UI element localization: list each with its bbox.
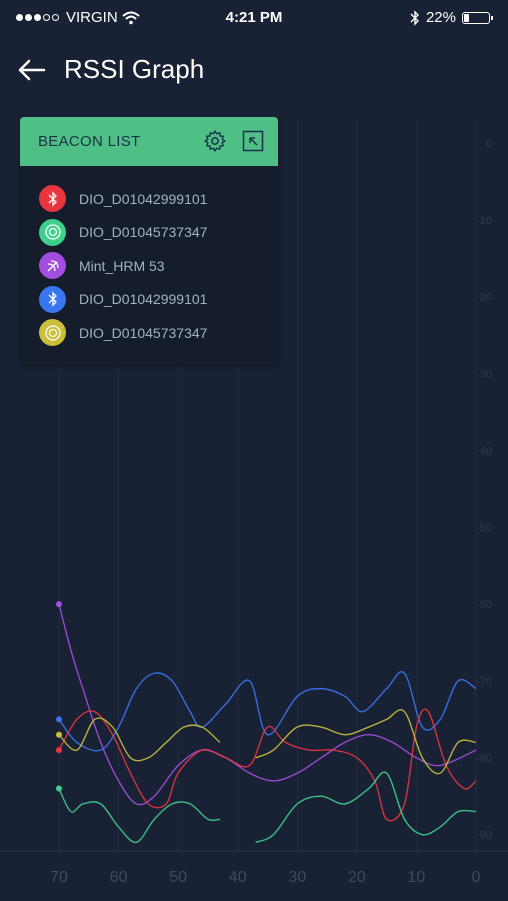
series-line — [58, 788, 220, 844]
beacon-name: DIO_D01045737347 — [79, 324, 208, 341]
beacon-name: DIO_D01042999101 — [79, 190, 208, 207]
gear-icon[interactable] — [203, 129, 227, 153]
beacon-list-title: BEACON LIST — [38, 133, 141, 150]
y-tick-label: -80 — [476, 753, 492, 765]
y-tick-label: -10 — [476, 215, 492, 227]
beacon-name: Mint_HRM 53 — [79, 257, 165, 274]
beacon-list-item[interactable]: DIO_D01042999101 — [20, 283, 278, 317]
beacon-list: DIO_D01042999101 DIO_D01045737347 Mint_H… — [20, 166, 278, 350]
series-line — [58, 708, 477, 822]
battery-percent: 22% — [425, 9, 456, 26]
battery-icon — [462, 11, 493, 24]
bluetooth-icon — [39, 185, 66, 213]
collapse-panel-icon[interactable] — [241, 129, 265, 153]
y-tick-label: -90 — [476, 830, 492, 842]
x-tick-label: 60 — [110, 869, 128, 886]
carrier-signal: VIRGIN — [16, 9, 140, 26]
status-bar: VIRGIN 4:21 PM 22% — [0, 0, 508, 34]
series-start-marker — [56, 785, 62, 792]
y-tick-label: -70 — [476, 676, 492, 688]
beacon-list-item[interactable]: DIO_D01042999101 — [20, 182, 278, 216]
beacon-name: DIO_D01045737347 — [79, 224, 208, 241]
carrier-name: VIRGIN — [66, 9, 118, 26]
wifi-icon — [122, 11, 140, 24]
series-line — [58, 671, 477, 752]
y-tick-label: -50 — [476, 522, 492, 534]
y-tick-label: -40 — [476, 445, 492, 457]
bluetooth-status-icon — [410, 9, 419, 26]
series-start-marker — [56, 731, 62, 738]
series-line — [58, 717, 221, 762]
y-tick-label: -30 — [476, 369, 492, 381]
beacon-list-item[interactable]: DIO_D01045737347 — [20, 216, 278, 250]
back-arrow-icon[interactable] — [16, 56, 48, 84]
series-line — [255, 771, 477, 843]
series-start-marker — [56, 747, 62, 754]
x-tick-label: 10 — [408, 869, 426, 886]
x-tick-label: 20 — [348, 869, 366, 886]
beacon-list-panel: BEACON LIST DIO_D01042999101 DIO_D010457… — [20, 117, 278, 365]
series-start-marker — [56, 601, 62, 608]
series-line — [58, 603, 477, 806]
beacon-name: DIO_D01042999101 — [79, 291, 208, 308]
y-tick-label: -20 — [476, 292, 492, 304]
target-icon — [39, 218, 66, 246]
signal-strength-icon — [16, 14, 59, 21]
y-tick-label: 0 — [486, 138, 492, 150]
x-tick-label: 0 — [472, 869, 481, 886]
target-icon — [39, 319, 66, 347]
y-tick-label: -60 — [476, 599, 492, 611]
x-tick-label: 40 — [229, 869, 247, 886]
bluetooth-icon — [39, 285, 66, 313]
beacon-list-header: BEACON LIST — [20, 117, 278, 166]
page-title: RSSI Graph — [64, 54, 205, 84]
x-tick-label: 50 — [169, 869, 187, 886]
series-line — [255, 709, 477, 775]
beacon-list-item[interactable]: Mint_HRM 53 — [20, 249, 278, 283]
clock: 4:21 PM — [225, 9, 283, 26]
x-tick-label: 70 — [50, 869, 68, 886]
app-header: RSSI Graph — [0, 46, 508, 96]
signal-icon — [39, 252, 66, 280]
beacon-list-item[interactable]: DIO_D01045737347 — [20, 316, 278, 350]
series-start-marker — [56, 716, 62, 723]
x-tick-label: 30 — [288, 869, 306, 886]
